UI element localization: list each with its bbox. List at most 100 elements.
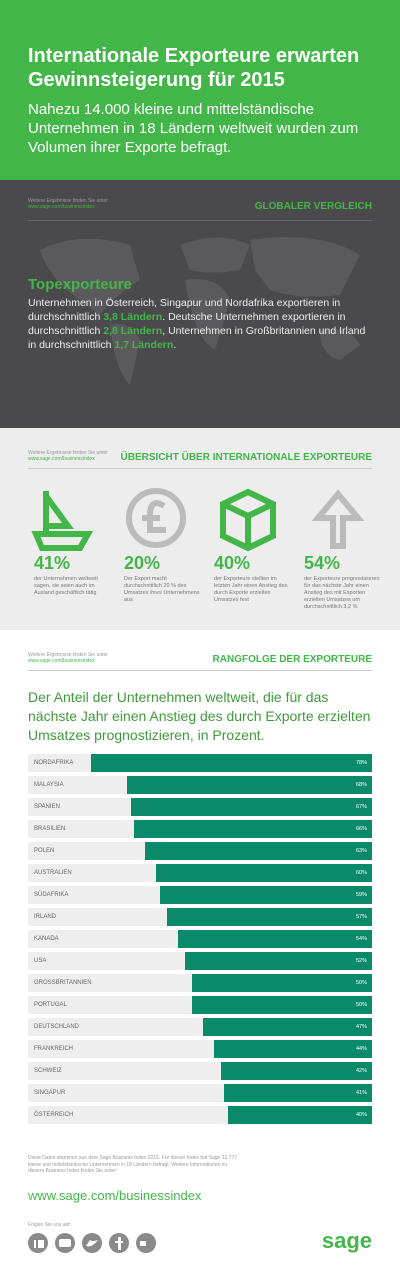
text: . Deutsche Unternehmen exportieren in du… (28, 311, 346, 337)
stat-value: 20% (124, 553, 161, 573)
title: Internationale Exporteure erwarten Gewin… (28, 45, 360, 91)
category-label: IRLAND (34, 914, 57, 920)
stat: 40% der Exporteure stellten im letzten Ja… (214, 553, 290, 604)
footer-link[interactable]: www.sage.com/businessindex (28, 1188, 202, 1203)
heading: GLOBALER VERGLEICH (254, 201, 372, 212)
category-label: AUSTRALIEN (34, 870, 72, 876)
stat-text: Der Export macht durchschnittlich 20 % d… (124, 576, 200, 603)
follow: Folgen Sie uns auf: (28, 1222, 72, 1228)
bar-row: SPANIEN 67% (28, 798, 372, 816)
highlight: 1,7 Ländern (114, 339, 174, 351)
category-label: POLEN (34, 848, 55, 854)
bar: 78% (91, 754, 372, 772)
value-label: 54% (355, 936, 367, 942)
category-label: BRASILIEN (34, 826, 66, 832)
ranking-section: Weitere Ergebnisse finden Sie unter www.… (0, 630, 400, 1140)
bar-row: USA 52% (28, 952, 372, 970)
divider (28, 670, 372, 671)
bar: 40% (228, 1106, 372, 1124)
text: Unternehmen in Österreich, Singapur und … (28, 297, 341, 323)
value-label: 68% (355, 782, 367, 788)
stat-text: der Exporteure prognostizieren für das n… (304, 576, 380, 610)
stat-value: 41% (34, 553, 71, 573)
category-label: NORDAFRIKA (34, 760, 74, 766)
bar: 52% (184, 952, 372, 970)
bar: 57% (166, 908, 372, 926)
note: Weitere Ergebnisse finden Sie unter (28, 198, 108, 204)
bar: 59% (159, 886, 372, 904)
category-label: PORTUGAL (34, 1002, 67, 1008)
bar: 60% (156, 864, 372, 882)
bar-row: BRASILIEN 66% (28, 820, 372, 838)
bar-row: IRLAND 57% (28, 908, 372, 926)
value-label: 67% (355, 804, 367, 810)
bar: 47% (202, 1018, 372, 1036)
bar-row: GROSSBRITANNIEN 50% (28, 974, 372, 992)
bar-row: SÜDAFRIKA 59% (28, 886, 372, 904)
value-label: 63% (355, 848, 367, 854)
category-label: FRANKREICH (34, 1046, 74, 1052)
value-label: 59% (355, 892, 367, 898)
highlight: 2,8 Ländern (103, 325, 163, 337)
social-icons (28, 1233, 156, 1253)
bar: 42% (220, 1062, 372, 1080)
category-label: SCHWEIZ (34, 1068, 62, 1074)
bar-row: AUSTRALIEN 60% (28, 864, 372, 882)
value-label: 57% (355, 914, 367, 920)
category-label: SPANIEN (34, 804, 60, 810)
bar: 63% (145, 842, 372, 860)
stat: 20% Der Export macht durchschnittlich 20 … (124, 553, 200, 604)
stat-text: der Unternehmen weltweit sagen, sie seie… (34, 576, 98, 596)
stat-value: 54% (304, 553, 341, 573)
heading: RANGFOLGE DER EXPORTEURE (212, 654, 372, 665)
divider (28, 468, 372, 469)
category-label: USA (34, 958, 47, 964)
text: , Unternehmen in Großbritannien und Irla… (28, 325, 366, 351)
link[interactable]: www.sage.com/businessindex (28, 204, 95, 210)
value-label: 44% (355, 1046, 367, 1052)
category-label: DEUTSCHLAND (34, 1024, 80, 1030)
paragraph: Unternehmen in Österreich, Singapur und … (28, 296, 373, 352)
text: . (173, 339, 177, 351)
category-label: SÜDAFRIKA (34, 892, 69, 898)
note: Weitere Ergebnisse finden Sie unter (28, 450, 108, 456)
value-label: 60% (355, 870, 367, 876)
footer-note: Diese Daten stammen aus dem Sage Busines… (28, 1155, 238, 1174)
value-label: 47% (355, 1024, 367, 1030)
stat: 41% der Unternehmen weltweit sagen, sie s… (34, 553, 110, 597)
bar: 54% (177, 930, 372, 948)
link[interactable]: www.sage.com/businessindex (28, 658, 95, 664)
chart-title: Der Anteil der Unternehmen weltweit, die… (28, 689, 371, 743)
bar-row: POLEN 63% (28, 842, 372, 860)
bar: 66% (134, 820, 372, 838)
bar-row: PORTUGAL 50% (28, 996, 372, 1014)
icons (31, 488, 365, 552)
bar-row: SINGAPUR 41% (28, 1084, 372, 1102)
note: Weitere Ergebnisse finden Sie unter (28, 652, 108, 658)
bar-row: ÖSTERREICH 40% (28, 1106, 372, 1124)
header: Internationale Exporteure erwarten Gewin… (0, 0, 400, 180)
value-label: 41% (355, 1090, 367, 1096)
highlight: 3,8 Ländern (103, 311, 163, 323)
value-label: 78% (355, 760, 367, 766)
overview-section: Weitere Ergebnisse finden Sie unter www.… (0, 428, 400, 630)
value-label: 66% (355, 826, 367, 832)
link[interactable]: www.sage.com/businessindex (28, 456, 95, 462)
category-label: MALAYSIA (34, 782, 64, 788)
stat: 54% der Exporteure prognostizieren für da… (304, 553, 380, 611)
subheading: Topexporteure (28, 276, 132, 293)
bar: 44% (213, 1040, 372, 1058)
value-label: 42% (355, 1068, 367, 1074)
bar: 41% (224, 1084, 372, 1102)
category-label: ÖSTERREICH (34, 1112, 74, 1118)
category-label: SINGAPUR (34, 1090, 66, 1096)
bar-row: MALAYSIA 68% (28, 776, 372, 794)
category-label: GROSSBRITANNIEN (34, 980, 92, 986)
logo[interactable]: sage (321, 1228, 372, 1253)
bar: 50% (192, 996, 372, 1014)
footer: Diese Daten stammen aus dem Sage Busines… (0, 1140, 400, 1270)
value-label: 50% (355, 980, 367, 986)
bar-row: DEUTSCHLAND 47% (28, 1018, 372, 1036)
bar-row: FRANKREICH 44% (28, 1040, 372, 1058)
